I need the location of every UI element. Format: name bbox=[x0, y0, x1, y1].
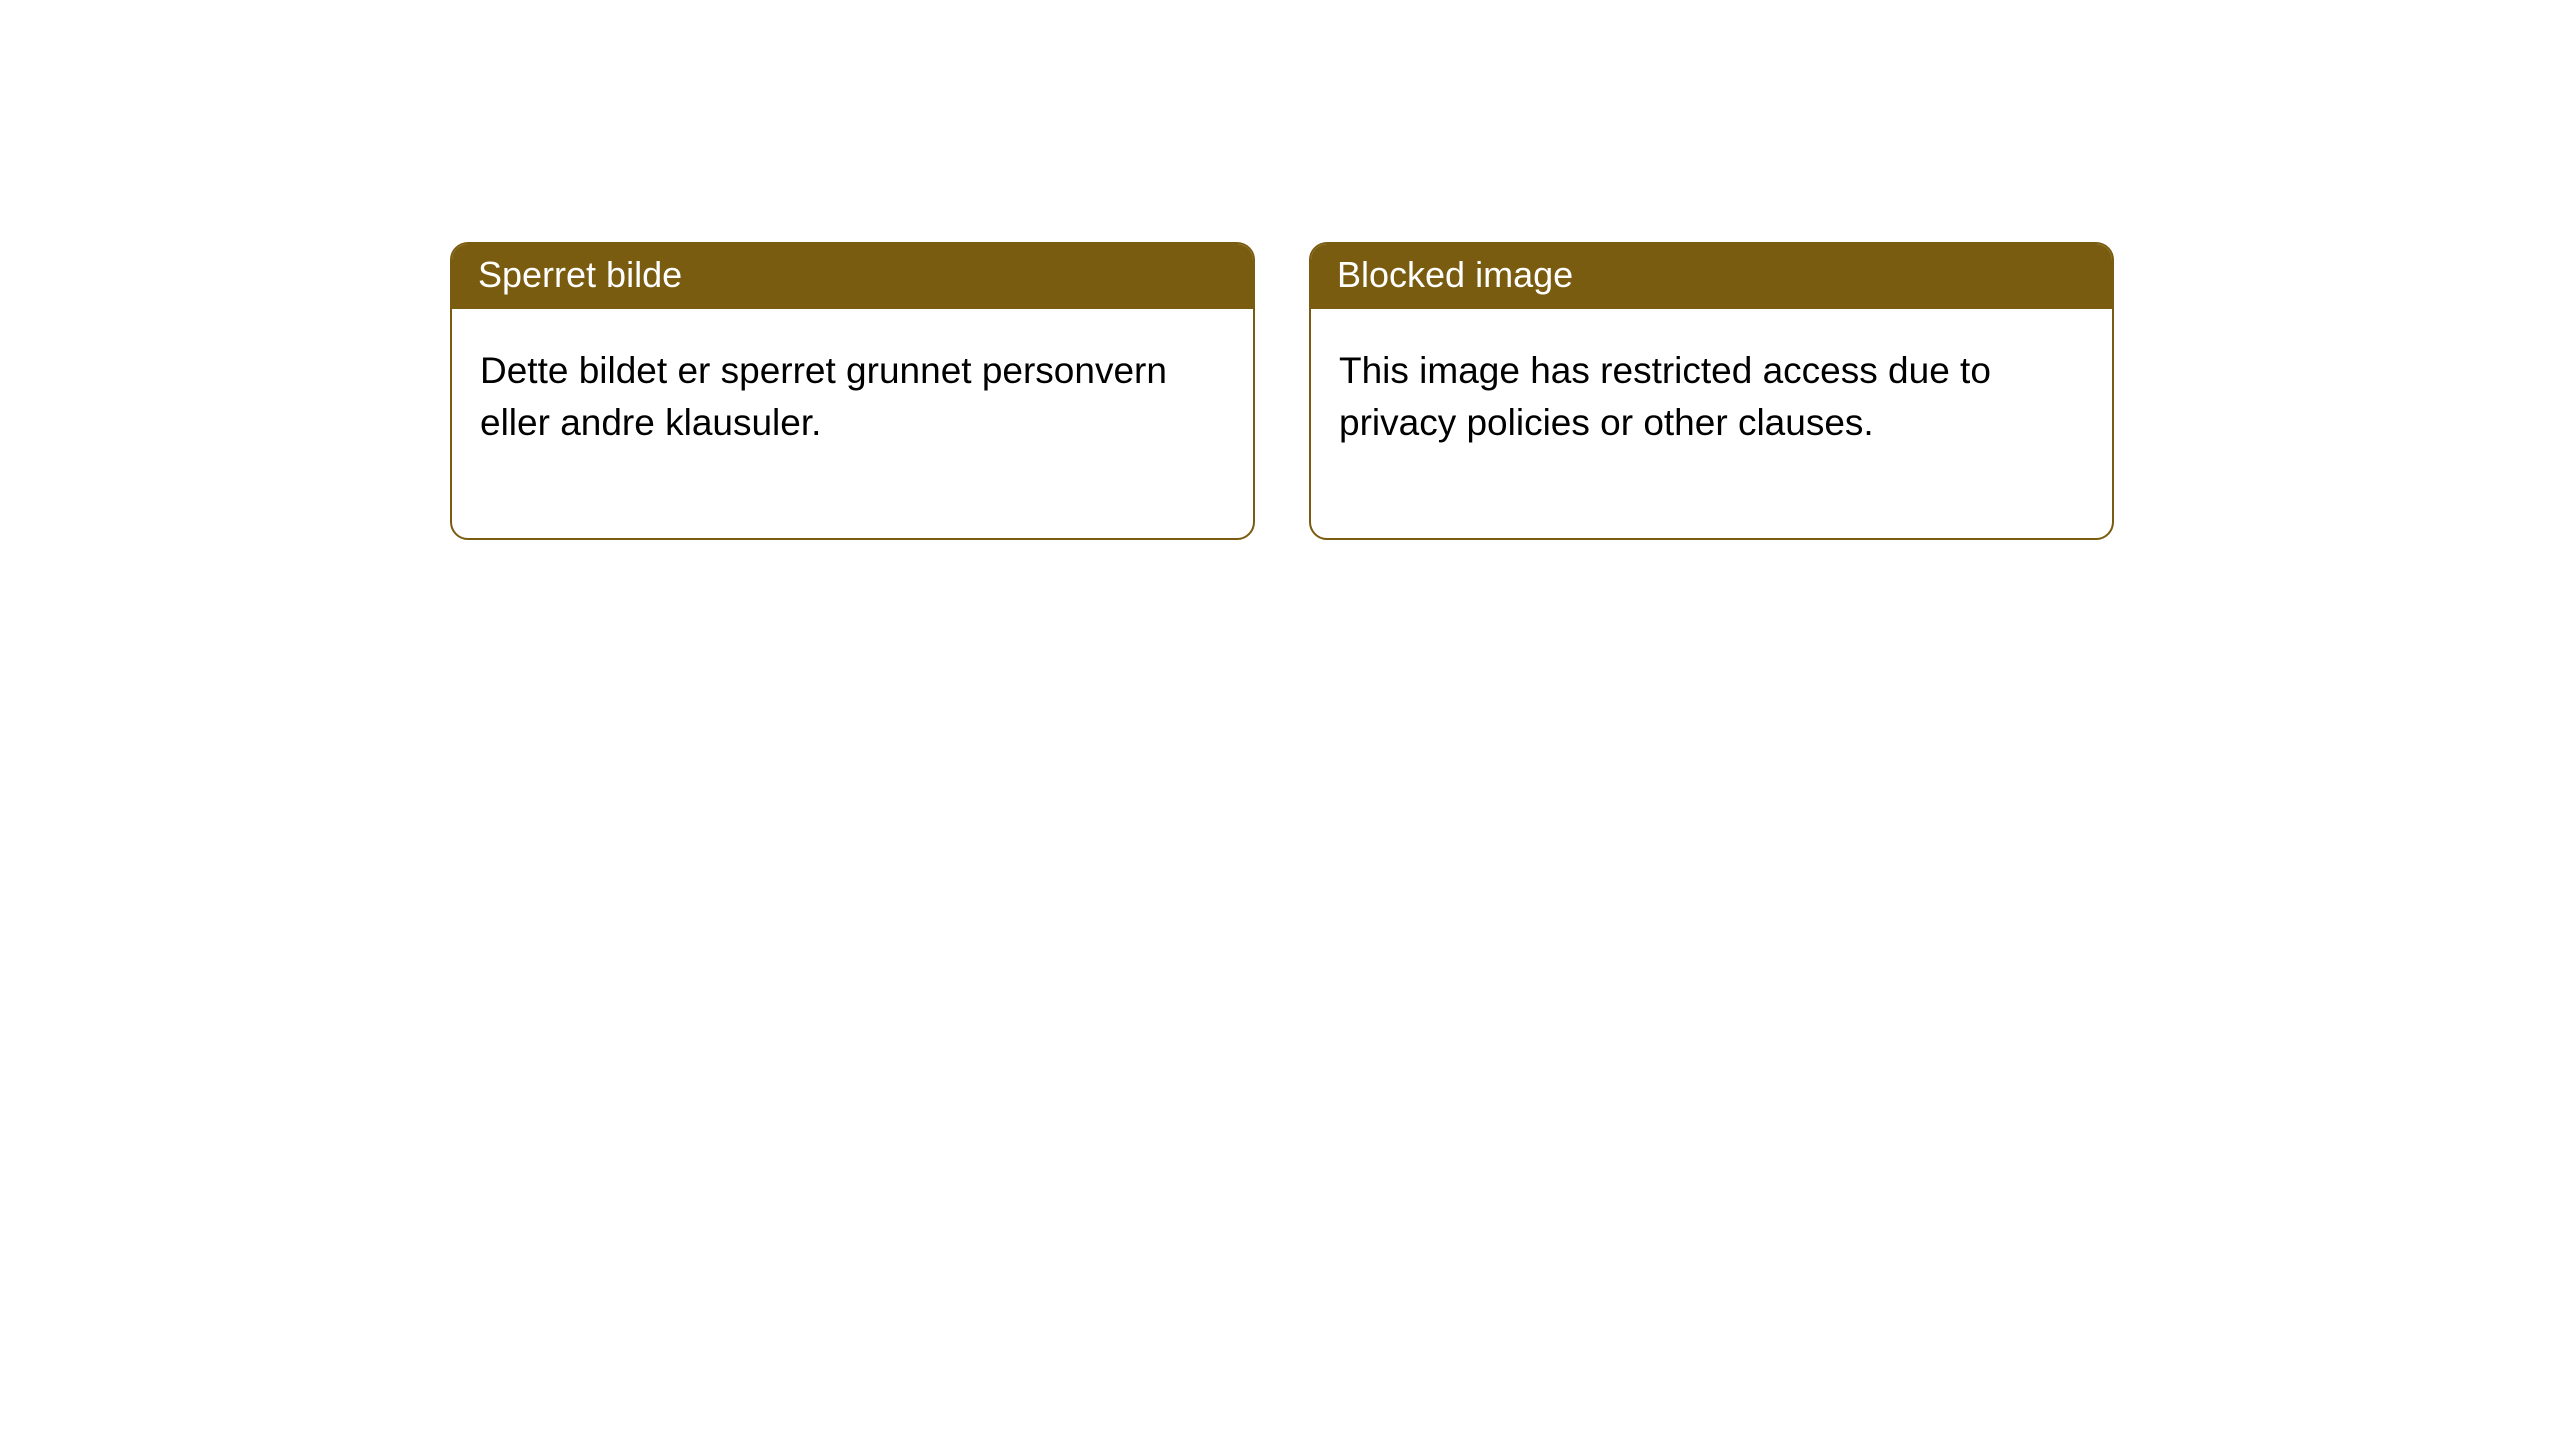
notice-header: Sperret bilde bbox=[452, 244, 1253, 309]
notice-body: This image has restricted access due to … bbox=[1311, 309, 2112, 539]
notice-card-norwegian: Sperret bilde Dette bildet er sperret gr… bbox=[450, 242, 1255, 540]
notice-card-english: Blocked image This image has restricted … bbox=[1309, 242, 2114, 540]
notice-container: Sperret bilde Dette bildet er sperret gr… bbox=[0, 0, 2560, 540]
notice-body: Dette bildet er sperret grunnet personve… bbox=[452, 309, 1253, 539]
notice-header: Blocked image bbox=[1311, 244, 2112, 309]
